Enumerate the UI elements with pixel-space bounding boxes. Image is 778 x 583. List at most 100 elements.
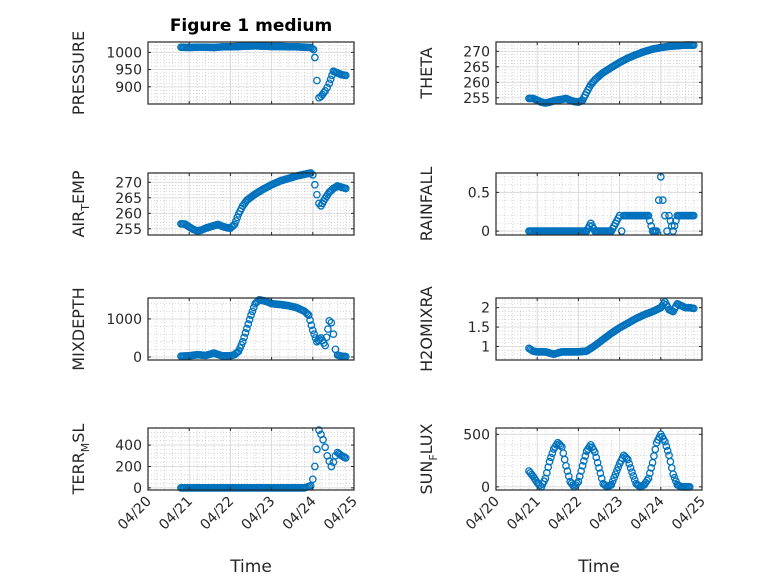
data-point [303,309,312,318]
data-point [577,467,585,475]
y-axis-label: SUNFLUX [417,423,440,494]
y-axis-label: THETA [417,47,436,99]
data-point [313,76,321,85]
data-point [548,449,557,458]
x-axis-label: Time [229,557,272,577]
data-point [593,458,602,467]
data-point [324,325,332,333]
y-tick-label: 265 [115,191,142,207]
data-point [665,211,673,220]
axes-box [495,427,703,491]
y-axis-label: TERRMSL [69,424,92,496]
series-markers [177,41,350,102]
y-tick-label: 2 [481,301,490,317]
data-point [623,455,632,464]
data-point [308,44,317,53]
y-tick-label: 270 [463,44,490,60]
data-point [315,426,323,434]
y-axis-label: MIXDEPTH [69,287,88,370]
data-point [597,474,606,483]
data-point [321,341,330,350]
data-point [581,452,590,460]
y-tick-label: 0 [481,224,490,240]
series-markers [525,430,694,491]
data-point [647,464,656,472]
data-point [244,320,253,328]
data-point [323,83,332,92]
data-point [309,45,318,54]
data-point [248,307,257,316]
data-point [689,211,698,220]
data-point [645,469,654,478]
y-tick-label: 255 [115,222,142,238]
data-point [573,479,581,488]
data-point [241,329,250,337]
y-tick-label: 0.5 [468,185,490,201]
data-point [670,473,679,482]
data-point [596,469,605,478]
data-point [311,180,319,189]
y-tick-label: 0 [133,481,142,497]
data-point [233,213,242,222]
data-point [662,442,671,451]
data-point [667,222,676,230]
y-axis-label: RAINFALL [417,167,436,242]
axes-box [147,172,355,236]
data-point [659,196,667,204]
data-point [613,466,621,475]
data-point [311,462,319,471]
axes-box [495,297,703,361]
data-point [245,315,254,324]
data-point [669,227,678,235]
axes-box [147,41,355,105]
data-point [341,71,350,80]
data-point [617,227,626,235]
data-point [240,333,248,342]
data-point [591,448,599,457]
data-point [232,217,240,225]
data-point [645,216,654,225]
data-point [669,470,678,479]
data-point [310,330,319,338]
data-point [341,184,350,193]
y-tick-label: 200 [115,459,142,475]
data-point [610,473,618,482]
figure-title: Figure 1 medium [170,16,332,36]
data-point [611,470,620,479]
data-point [614,463,623,472]
data-point [563,467,572,475]
y-tick-label: 400 [115,438,142,454]
subplot-mixdepth: 0 1000 MIXDEPTH [69,287,355,371]
y-tick-label: 265 [463,60,490,76]
data-point [243,324,251,333]
data-point [547,453,555,462]
data-point [307,321,316,330]
data-point [341,454,350,462]
data-point [308,475,317,484]
y-tick-label: 1 [481,339,490,355]
data-point [230,220,239,229]
data-point [247,311,255,319]
data-point [592,453,601,462]
data-point [304,311,313,319]
y-tick-label: 270 [115,175,142,191]
y-tick-label: 255 [463,91,490,107]
data-point [308,171,317,179]
data-point [626,464,635,472]
data-point [608,477,617,486]
data-point [689,304,698,313]
y-tick-label: 1.5 [468,320,490,336]
data-point [322,333,331,342]
data-point [569,481,577,489]
series-markers [177,296,350,361]
y-axis-label: PRESSURE [69,31,88,115]
data-point [661,437,669,446]
data-point [644,211,653,220]
subplot-h2omixra: 1 1.5 2 H2OMIXRA [417,286,703,372]
x-axis-label: Time [577,557,620,577]
